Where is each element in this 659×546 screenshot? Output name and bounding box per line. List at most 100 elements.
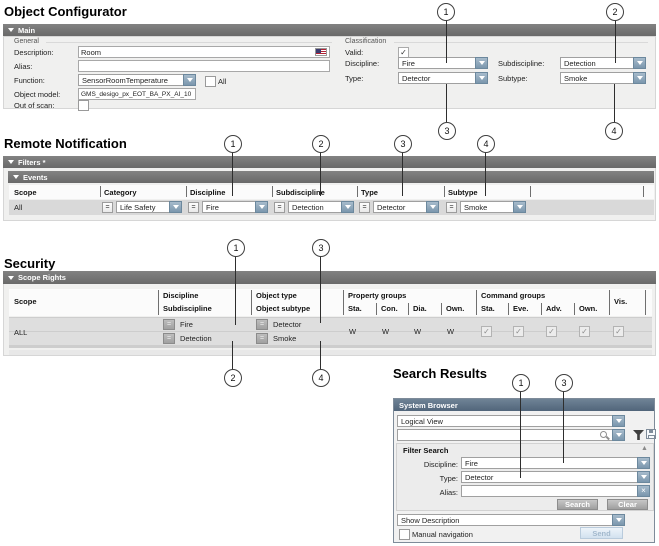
sb-type-value: Detector — [461, 471, 637, 483]
chevron-down-icon[interactable] — [633, 72, 646, 84]
type-operator[interactable]: = — [359, 202, 370, 213]
callout-1: 1 — [224, 135, 242, 153]
scope-rights-section-header[interactable]: Scope Rights — [3, 271, 656, 284]
chevron-down-icon[interactable] — [341, 201, 354, 213]
browser-search-input[interactable] — [397, 429, 625, 441]
sec-cmd-eve-checkbox[interactable]: ✓ — [513, 326, 524, 337]
sec-cmd-own-checkbox[interactable]: ✓ — [579, 326, 590, 337]
collapse-up-icon[interactable]: ▲ — [641, 445, 648, 452]
column-divider — [357, 186, 358, 197]
us-flag-icon — [315, 48, 327, 56]
subtype-operator[interactable]: = — [446, 202, 457, 213]
object-model-label: Object model: — [14, 90, 61, 99]
rn-subtype-dropdown[interactable]: Smoke — [460, 201, 526, 213]
sec-group-command: Command groups — [481, 291, 546, 300]
chevron-down-icon[interactable] — [513, 201, 526, 213]
sec-col-cmd-sta: Sta. — [481, 304, 495, 313]
rn-scope-value: All — [14, 203, 23, 212]
search-button[interactable]: Search — [557, 499, 598, 510]
sec-cmd-sta-checkbox[interactable]: ✓ — [481, 326, 492, 337]
sb-type-dropdown[interactable]: Detector — [461, 471, 650, 483]
subdiscipline-operator[interactable]: = — [274, 202, 285, 213]
chevron-down-icon[interactable] — [612, 514, 625, 526]
column-divider — [609, 290, 610, 315]
filters-section-header[interactable]: Filters * — [3, 156, 656, 168]
show-description-dropdown[interactable]: Show Description — [397, 514, 625, 526]
sec-subdiscipline-operator[interactable]: = — [163, 333, 175, 344]
sec-prop-own-value: W — [447, 327, 455, 336]
sec-col-object-type: Object type — [256, 291, 297, 300]
sec-object-subtype-operator[interactable]: = — [256, 333, 268, 344]
search-icon[interactable] — [600, 430, 609, 440]
oc-subtype-dropdown[interactable]: Smoke — [560, 72, 646, 84]
sec-subdiscipline-value: Detection — [180, 334, 212, 343]
collapse-icon — [8, 275, 14, 280]
sec-scope-value: ALL — [14, 328, 28, 337]
function-value: SensorRoomTemperature — [78, 74, 183, 86]
chevron-down-icon[interactable] — [637, 457, 650, 469]
chevron-down-icon[interactable] — [183, 74, 196, 86]
chevron-down-icon[interactable] — [475, 72, 488, 84]
scope-rights-label: Scope Rights — [18, 273, 66, 282]
view-selector-dropdown[interactable]: Logical View — [397, 415, 625, 427]
sec-object-type-operator[interactable]: = — [256, 319, 268, 330]
send-button[interactable]: Send — [580, 527, 623, 539]
discipline-operator[interactable]: = — [188, 202, 199, 213]
save-icon[interactable] — [646, 429, 656, 439]
clear-button[interactable]: Clear — [607, 499, 648, 510]
callout-line — [232, 152, 233, 196]
oc-subdiscipline-dropdown[interactable]: Detection — [560, 57, 646, 69]
all-checkbox[interactable] — [205, 76, 216, 87]
oc-subdiscipline-value: Detection — [560, 57, 633, 69]
sec-object-subtype-value: Smoke — [273, 334, 297, 343]
rn-subdiscipline-dropdown[interactable]: Detection — [288, 201, 354, 213]
sec-vis-checkbox[interactable]: ✓ — [613, 326, 624, 337]
chevron-down-icon[interactable] — [475, 57, 488, 69]
chevron-down-icon[interactable] — [637, 471, 650, 483]
general-group-line — [46, 42, 332, 43]
close-icon[interactable]: × — [637, 485, 650, 497]
chevron-down-icon[interactable] — [612, 429, 625, 441]
sec-cmd-adv-checkbox[interactable]: ✓ — [546, 326, 557, 337]
category-dropdown[interactable]: Life Safety — [116, 201, 182, 213]
out-of-scan-checkbox[interactable] — [78, 100, 89, 111]
alias-input[interactable] — [78, 60, 330, 72]
system-browser-label: System Browser — [399, 400, 458, 410]
sec-col-scope: Scope — [14, 297, 37, 306]
description-input[interactable]: Room — [78, 46, 330, 58]
chevron-down-icon[interactable] — [426, 201, 439, 213]
callout-4: 4 — [605, 122, 623, 140]
search-results-title: Search Results — [393, 366, 487, 381]
column-divider — [186, 186, 187, 197]
rn-col-subdiscipline: Subdiscipline — [276, 188, 325, 197]
category-operator[interactable]: = — [102, 202, 113, 213]
callout-line — [402, 152, 403, 196]
alias-label: Alias: — [14, 62, 33, 71]
events-section-label: Events — [23, 172, 48, 182]
filter-icon[interactable] — [633, 430, 644, 440]
sec-discipline-operator[interactable]: = — [163, 319, 175, 330]
sec-col-subdiscipline: Subdiscipline — [163, 304, 212, 313]
chevron-down-icon[interactable] — [633, 57, 646, 69]
sb-alias-input[interactable]: × — [461, 485, 650, 497]
manual-navigation-checkbox[interactable] — [399, 529, 410, 540]
object-model-input[interactable]: GMS_desigo_px_EOT_BA_PX_AI_10 — [78, 88, 196, 100]
rn-discipline-dropdown[interactable]: Fire — [202, 201, 268, 213]
callout-line — [485, 152, 486, 196]
sec-prop-con-value: W — [382, 327, 390, 336]
events-section-header[interactable]: Events — [8, 171, 654, 183]
oc-type-dropdown[interactable]: Detector — [398, 72, 488, 84]
rn-col-category: Category — [104, 188, 137, 197]
chevron-down-icon[interactable] — [169, 201, 182, 213]
callout-3: 3 — [394, 135, 412, 153]
chevron-down-icon[interactable] — [612, 415, 625, 427]
oc-discipline-dropdown[interactable]: Fire — [398, 57, 488, 69]
sb-discipline-dropdown[interactable]: Fire — [461, 457, 650, 469]
rn-type-dropdown[interactable]: Detector — [373, 201, 439, 213]
rn-header-row — [9, 185, 654, 199]
object-configurator-title: Object Configurator — [4, 4, 127, 19]
function-dropdown[interactable]: SensorRoomTemperature — [78, 74, 196, 86]
main-section-header[interactable]: Main — [3, 24, 656, 36]
classification-group-label: Classification — [345, 38, 387, 45]
chevron-down-icon[interactable] — [255, 201, 268, 213]
